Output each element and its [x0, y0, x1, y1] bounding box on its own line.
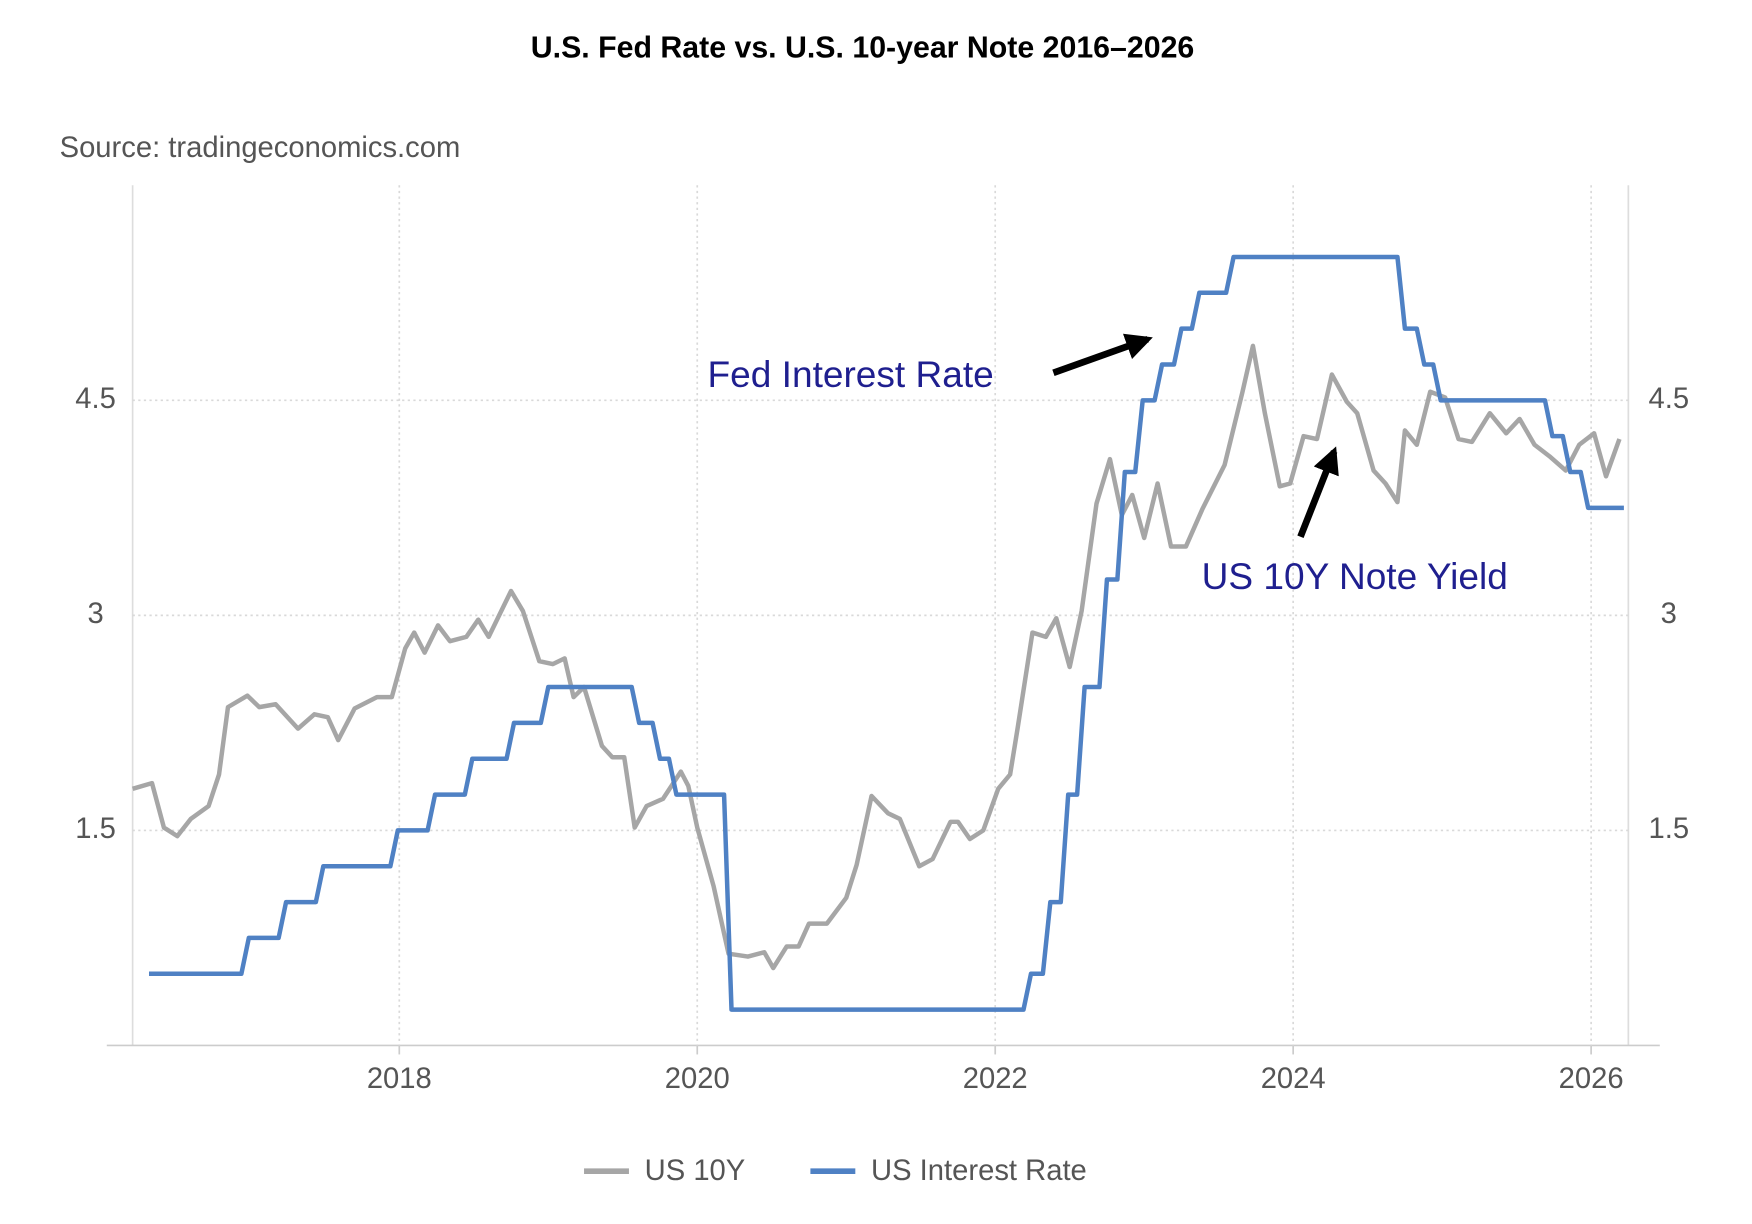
- y-tick-label: 1.5: [75, 813, 116, 845]
- series-line: [131, 343, 1622, 971]
- x-tick-label: 2020: [665, 1063, 730, 1095]
- y2-tick-label: 1.5: [1649, 813, 1690, 845]
- x-tick-label: 2026: [1559, 1063, 1624, 1095]
- annotation-arrow: [1052, 333, 1153, 376]
- y2-tick-label: 4.5: [1649, 383, 1690, 415]
- annotation-arrow: [1297, 446, 1339, 539]
- legend-label: US Interest Rate: [871, 1155, 1087, 1187]
- y-tick-label: 4.5: [75, 383, 116, 415]
- x-tick-label: 2022: [963, 1063, 1028, 1095]
- annotation: US 10Y Note Yield: [1202, 555, 1508, 597]
- plot-area: 1.5 1.5 3 3 4.5 4.5 2018 2020 2022 2024 2026: [75, 185, 1689, 1095]
- source-note: Source: tradingeconomics.com: [60, 132, 461, 164]
- legend-label: US 10Y: [645, 1155, 746, 1187]
- series-line: [149, 254, 1624, 1012]
- legend: US 10Y US Interest Rate: [584, 1155, 1087, 1187]
- chart-title: U.S. Fed Rate vs. U.S. 10-year Note 2016…: [531, 31, 1195, 64]
- y-tick-label: 3: [87, 598, 103, 630]
- annotation: Fed Interest Rate: [708, 353, 994, 395]
- y2-tick-label: 3: [1661, 598, 1677, 630]
- x-tick-label: 2018: [367, 1063, 432, 1095]
- x-tick-label: 2024: [1261, 1063, 1326, 1095]
